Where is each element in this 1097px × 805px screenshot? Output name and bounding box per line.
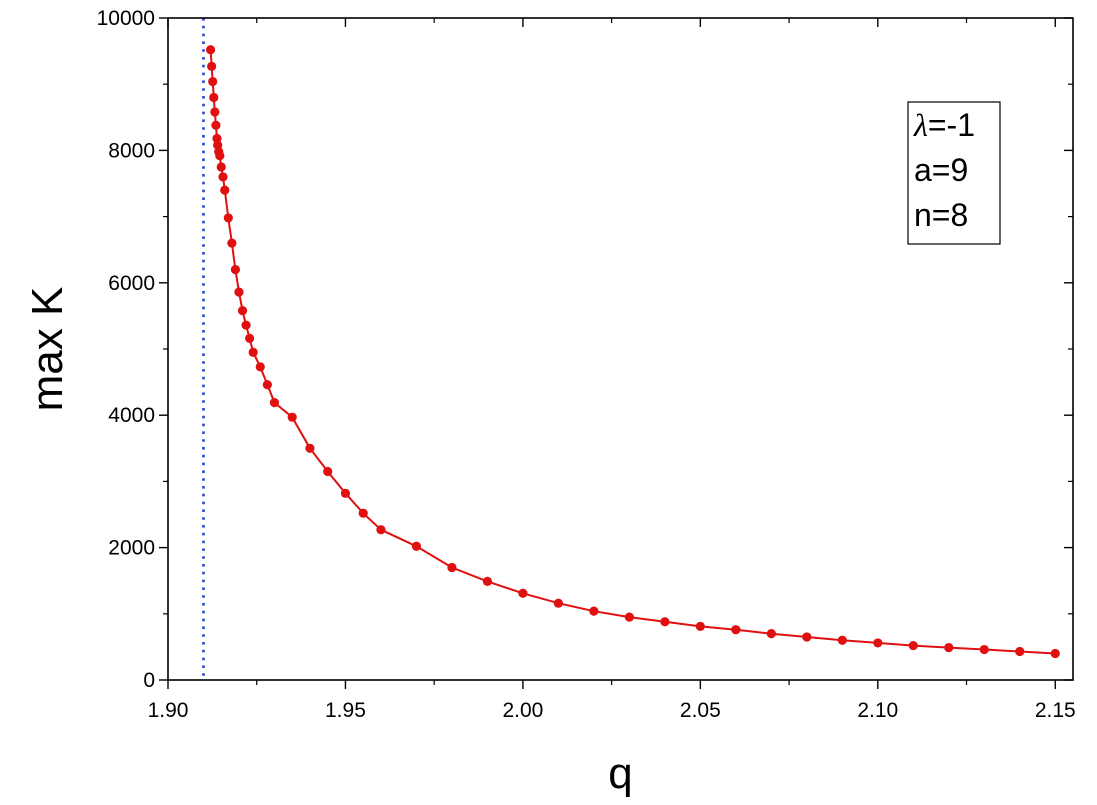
x-tick-label: 1.90: [148, 699, 189, 722]
data-point: [979, 644, 989, 655]
data-point: [237, 306, 248, 316]
data-point: [207, 61, 217, 71]
data-point: [245, 333, 255, 344]
data-point: [211, 120, 221, 130]
data-point: [230, 264, 241, 275]
data-point: [873, 638, 883, 648]
data-point: [210, 107, 220, 117]
x-tick-label: 2.05: [680, 699, 721, 722]
legend-line-lambda: λ=-1: [913, 107, 975, 143]
data-point: [376, 525, 386, 535]
y-tick-label: 4000: [108, 404, 155, 427]
data-point: [447, 562, 457, 573]
data-point: [323, 466, 333, 477]
data-point: [837, 635, 847, 645]
y-tick-label: 0: [143, 669, 155, 692]
data-point: [241, 320, 251, 330]
data-point: [908, 640, 918, 651]
y-axis-title: max K: [23, 287, 72, 412]
legend-line-n: n=8: [914, 197, 968, 233]
legend: λ=-1 a=9 n=8: [907, 101, 1001, 245]
data-point: [262, 380, 272, 390]
data-point: [358, 508, 368, 518]
data-point: [553, 598, 563, 608]
data-point: [227, 238, 237, 248]
data-point: [216, 162, 226, 172]
data-point: [482, 576, 493, 586]
data-point: [305, 443, 315, 453]
data-point: [218, 172, 228, 182]
data-point: [234, 287, 244, 297]
legend-line-a: a=9: [914, 152, 968, 188]
data-point: [411, 541, 422, 551]
data-point: [287, 412, 297, 422]
data-point: [1015, 646, 1025, 657]
legend-box: [907, 101, 1001, 245]
data-point: [695, 621, 705, 631]
data-point: [215, 151, 225, 161]
x-axis-title: q: [608, 749, 632, 798]
data-point: [223, 213, 233, 223]
x-tick-label: 1.95: [325, 699, 366, 722]
y-tick-label: 8000: [108, 139, 155, 162]
data-point: [248, 347, 258, 357]
x-tick-label: 2.15: [1035, 699, 1076, 722]
x-tick-label: 2.10: [857, 699, 898, 722]
x-tick-label: 2.00: [502, 699, 543, 722]
data-point: [220, 185, 230, 195]
data-point: [255, 362, 265, 372]
data-point: [212, 133, 222, 144]
y-tick-label: 6000: [108, 272, 155, 295]
data-point: [518, 588, 528, 598]
data-point: [1050, 648, 1060, 659]
y-tick-label: 10000: [97, 7, 155, 30]
data-point: [589, 606, 599, 616]
data-point: [209, 92, 219, 103]
series-layer: [205, 45, 1060, 659]
legend-lambda-symbol: λ: [913, 107, 928, 143]
data-point: [802, 632, 812, 642]
data-point: [205, 45, 216, 55]
tick-layer: 1.90 1.95 2.00 2.05 2.10 2.15 0 2000 4000 6000 800…: [97, 7, 1076, 722]
data-point: [766, 629, 776, 639]
data-point: [660, 617, 670, 627]
data-point: [624, 612, 634, 622]
legend-lambda-value: =-1: [928, 107, 975, 143]
y-tick-label: 2000: [108, 537, 155, 560]
data-point: [208, 76, 218, 87]
data-point: [269, 398, 280, 408]
data-point: [731, 625, 741, 635]
data-point: [944, 642, 954, 653]
data-point: [340, 488, 351, 498]
